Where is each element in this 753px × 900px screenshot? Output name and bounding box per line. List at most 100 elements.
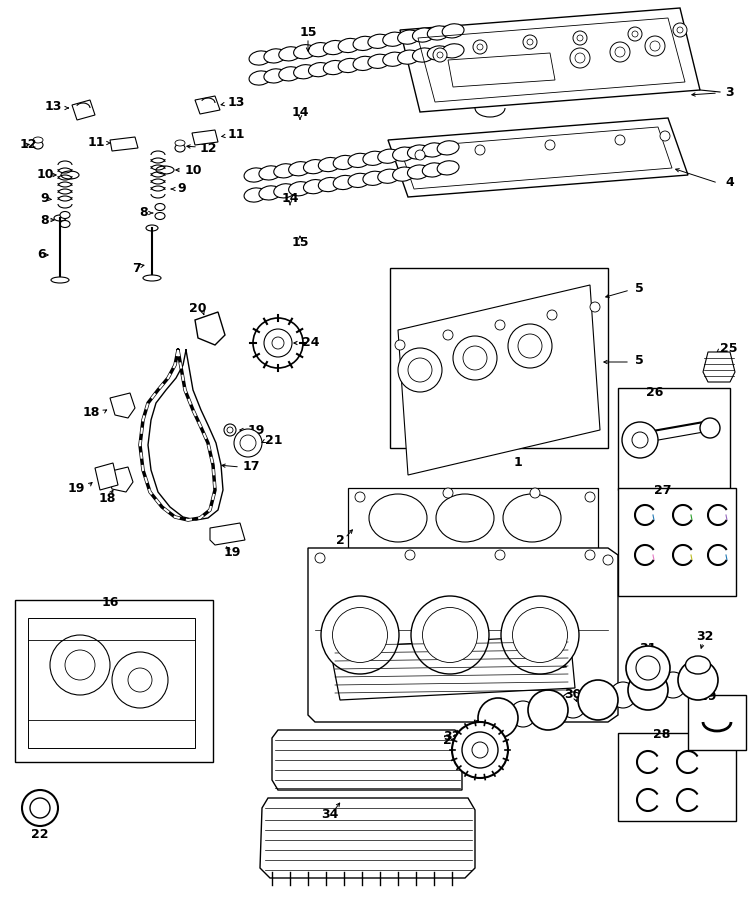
Ellipse shape (501, 596, 579, 674)
Bar (30, 620, 55, 642)
Text: 8: 8 (41, 213, 49, 227)
Text: 9: 9 (177, 182, 186, 194)
Circle shape (50, 635, 110, 695)
Circle shape (700, 418, 720, 438)
Ellipse shape (54, 215, 66, 221)
Ellipse shape (338, 58, 360, 73)
Circle shape (626, 646, 670, 690)
Ellipse shape (348, 174, 370, 187)
Ellipse shape (227, 427, 233, 433)
Ellipse shape (60, 212, 70, 219)
Circle shape (30, 798, 50, 818)
Circle shape (547, 310, 557, 320)
Text: 13: 13 (228, 96, 245, 110)
Bar (688, 695, 746, 750)
Text: 9: 9 (41, 192, 49, 204)
Circle shape (478, 698, 518, 738)
Ellipse shape (288, 182, 310, 196)
Circle shape (355, 492, 365, 502)
Ellipse shape (249, 51, 271, 65)
Ellipse shape (333, 608, 388, 662)
Ellipse shape (244, 168, 266, 182)
Text: 20: 20 (189, 302, 207, 314)
Polygon shape (195, 96, 220, 114)
Ellipse shape (413, 48, 434, 62)
Text: 10: 10 (185, 164, 203, 176)
Circle shape (65, 650, 95, 680)
Text: 24: 24 (302, 337, 319, 349)
Ellipse shape (156, 166, 174, 174)
Text: 14: 14 (282, 192, 299, 204)
Circle shape (495, 550, 505, 560)
Ellipse shape (274, 184, 296, 198)
Ellipse shape (363, 151, 385, 166)
Text: 3: 3 (726, 86, 734, 98)
Ellipse shape (303, 180, 325, 194)
Circle shape (530, 488, 540, 498)
Circle shape (495, 320, 505, 330)
Circle shape (632, 432, 648, 448)
Ellipse shape (321, 596, 399, 674)
Ellipse shape (369, 494, 427, 542)
Ellipse shape (378, 149, 400, 163)
Ellipse shape (115, 140, 125, 148)
Bar (15, 600, 213, 762)
Ellipse shape (422, 163, 444, 177)
Ellipse shape (392, 167, 414, 181)
Ellipse shape (303, 159, 325, 174)
Circle shape (673, 23, 687, 37)
Ellipse shape (413, 28, 434, 42)
Ellipse shape (60, 220, 70, 228)
Circle shape (128, 668, 152, 692)
Circle shape (573, 31, 587, 45)
Circle shape (398, 348, 442, 392)
Circle shape (585, 550, 595, 560)
Ellipse shape (224, 424, 236, 436)
Ellipse shape (436, 494, 494, 542)
Circle shape (628, 27, 642, 41)
Ellipse shape (323, 40, 345, 55)
Ellipse shape (422, 143, 444, 157)
Circle shape (528, 690, 568, 730)
Text: 23: 23 (444, 734, 461, 746)
Text: 32: 32 (697, 631, 714, 644)
Ellipse shape (353, 36, 375, 50)
Text: 19: 19 (224, 545, 241, 559)
Circle shape (315, 553, 325, 563)
Ellipse shape (363, 171, 385, 185)
Text: 17: 17 (243, 461, 261, 473)
Polygon shape (398, 285, 600, 475)
Circle shape (560, 692, 586, 718)
Polygon shape (272, 730, 462, 790)
Text: 7: 7 (133, 262, 142, 274)
Polygon shape (703, 352, 735, 382)
Circle shape (443, 488, 453, 498)
Text: 6: 6 (38, 248, 47, 262)
Ellipse shape (333, 176, 355, 190)
Ellipse shape (348, 153, 370, 167)
Ellipse shape (333, 156, 355, 169)
Ellipse shape (398, 30, 419, 44)
Ellipse shape (264, 49, 286, 63)
Circle shape (453, 336, 497, 380)
Circle shape (650, 41, 660, 51)
Ellipse shape (407, 165, 429, 179)
Circle shape (112, 652, 168, 708)
Ellipse shape (437, 161, 459, 175)
Text: 35: 35 (545, 653, 562, 667)
Ellipse shape (259, 166, 281, 180)
Text: 18: 18 (99, 491, 116, 505)
Text: 22: 22 (32, 829, 49, 842)
Circle shape (622, 422, 658, 458)
Ellipse shape (513, 608, 568, 662)
Ellipse shape (392, 147, 414, 161)
Ellipse shape (279, 67, 300, 81)
Circle shape (477, 44, 483, 50)
Text: 27: 27 (654, 483, 672, 497)
Ellipse shape (442, 44, 464, 58)
Polygon shape (330, 635, 575, 700)
Circle shape (578, 680, 618, 720)
Text: 34: 34 (322, 808, 339, 822)
Circle shape (545, 140, 555, 150)
Ellipse shape (685, 656, 711, 674)
